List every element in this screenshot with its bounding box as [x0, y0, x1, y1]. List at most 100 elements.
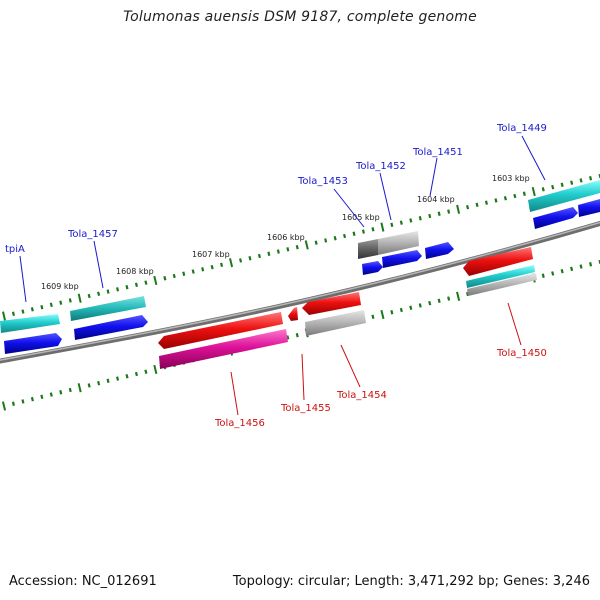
scale-tick-forward	[30, 307, 34, 312]
gene-label-tola-1453[interactable]: Tola_1453	[297, 176, 348, 187]
scale-tick-forward	[153, 275, 158, 286]
scale-tick-forward	[371, 227, 375, 232]
scale-tick-forward	[428, 213, 432, 219]
scale-tick-reverse	[11, 401, 15, 406]
gene-label-tpiA[interactable]: tpiA	[5, 244, 25, 255]
gene-label-tola-1455[interactable]: Tola_1455	[280, 403, 331, 414]
gene-arrow-reverse[interactable]	[305, 310, 366, 336]
scale-tick-forward	[560, 182, 564, 188]
gene-arrow-forward[interactable]	[533, 207, 578, 229]
scale-tick-forward	[409, 218, 413, 223]
scale-tick-forward	[390, 222, 394, 228]
genome-stats-text: Topology: circular; Length: 3,471,292 bp…	[232, 574, 590, 589]
gene-arrow-reverse[interactable]	[463, 247, 533, 276]
gene-arrow-reverse[interactable]	[467, 273, 537, 296]
scale-tick-forward	[304, 240, 309, 250]
gene-label-tola-1449[interactable]: Tola_1449	[496, 123, 547, 134]
scale-tick-forward	[144, 280, 148, 285]
scale-tick-forward	[447, 209, 451, 214]
reverse-label-leaders	[230, 302, 522, 416]
scale-tick-forward	[295, 244, 299, 250]
gene-arrow-forward[interactable]	[578, 199, 600, 217]
scale-tick-forward	[267, 251, 271, 256]
scale-tick-reverse	[87, 383, 91, 388]
scale-tick-forward	[201, 267, 205, 272]
scale-tick-reverse	[21, 399, 25, 404]
gene-arrow-forward[interactable]	[70, 296, 146, 321]
scale-tick-forward	[418, 216, 422, 221]
scale-tick-forward	[437, 211, 441, 216]
scale-tick-reverse	[144, 369, 148, 374]
scale-tick-reverse	[560, 268, 564, 274]
gene-arrow-forward[interactable]	[528, 180, 600, 212]
gene-label-tola-1457[interactable]: Tola_1457	[67, 229, 118, 240]
gene-arrow-forward[interactable]	[362, 261, 383, 275]
scale-tick-reverse	[579, 264, 583, 269]
scale-tick-forward	[182, 271, 186, 276]
scale-tick-reverse	[77, 383, 82, 393]
scale-tick-reverse	[59, 390, 63, 395]
gene-arrow-forward[interactable]	[4, 333, 62, 354]
scale-tick-forward	[276, 249, 280, 254]
scale-label-1608: 1608 kbp	[116, 267, 154, 276]
scale-tick-reverse	[153, 364, 158, 375]
gene-label-tola-1454[interactable]: Tola_1454	[336, 390, 387, 401]
scale-tick-forward	[172, 273, 176, 279]
scale-tick-forward	[229, 258, 234, 268]
scale-tick-forward	[589, 176, 593, 181]
scale-tick-reverse	[437, 298, 441, 304]
scale-tick-forward	[87, 293, 91, 299]
scale-tick-forward	[59, 300, 63, 305]
scale-tick-forward	[116, 287, 120, 292]
accession-text: Accession: NC_012691	[9, 574, 157, 589]
scale-tick-reverse	[589, 262, 593, 267]
scale-tick-forward	[40, 304, 44, 310]
scale-tick-forward	[399, 220, 403, 225]
scale-tick-forward	[352, 231, 356, 236]
gene-label-tola-1452[interactable]: Tola_1452	[355, 161, 406, 172]
forward-label-leaders	[19, 135, 546, 303]
gene-label-tola-1456[interactable]: Tola_1456	[214, 418, 265, 429]
scale-tick-forward	[579, 178, 583, 183]
scale-label-1603: 1603 kbp	[492, 174, 530, 183]
gene-arrow-reverse[interactable]	[288, 307, 298, 321]
scale-tick-reverse	[97, 380, 101, 386]
scale-tick-forward	[503, 196, 507, 201]
scale-tick-forward	[2, 311, 6, 321]
scale-tick-forward	[494, 198, 498, 203]
scale-tick-forward	[531, 186, 536, 197]
gene-label-tola-1451[interactable]: Tola_1451	[412, 147, 463, 158]
scale-ticks-forward	[2, 173, 600, 321]
gene-arrow-reverse[interactable]	[302, 292, 361, 315]
scale-label-1605: 1605 kbp	[342, 213, 380, 222]
scale-label-1609: 1609 kbp	[41, 282, 79, 291]
scale-label-1607: 1607 kbp	[192, 250, 230, 259]
scale-tick-reverse	[30, 396, 34, 402]
gene-arrow-reverse[interactable]	[466, 265, 535, 288]
scale-tick-reverse	[418, 303, 422, 308]
gene-arrow-forward[interactable]	[0, 314, 60, 333]
gene-label-tola-1450[interactable]: Tola_1450	[496, 348, 547, 359]
gene-arrow-forward[interactable]	[378, 231, 419, 255]
gene-arrow-reverse[interactable]	[158, 312, 283, 349]
scale-tick-reverse	[541, 273, 545, 278]
scale-tick-forward	[361, 229, 365, 234]
scale-tick-reverse	[456, 291, 461, 301]
gene-arrow-forward[interactable]	[382, 250, 422, 268]
scale-tick-forward	[380, 222, 385, 232]
gene-arrow-forward[interactable]	[425, 242, 454, 259]
scale-tick-reverse	[40, 394, 44, 400]
scale-tick-reverse	[466, 291, 470, 297]
scale-tick-forward	[314, 240, 318, 245]
scale-tick-reverse	[116, 376, 120, 381]
scale-tick-forward	[220, 262, 224, 268]
scale-tick-reverse	[134, 371, 138, 377]
scale-tick-forward	[77, 293, 82, 303]
scale-tick-forward	[11, 311, 15, 316]
scale-tick-reverse	[295, 332, 299, 338]
scale-tick-reverse	[409, 305, 413, 310]
gene-arrow-forward[interactable]	[358, 239, 378, 259]
gene-arrow-reverse[interactable]	[159, 329, 288, 369]
gene-arrow-forward[interactable]	[74, 315, 148, 340]
